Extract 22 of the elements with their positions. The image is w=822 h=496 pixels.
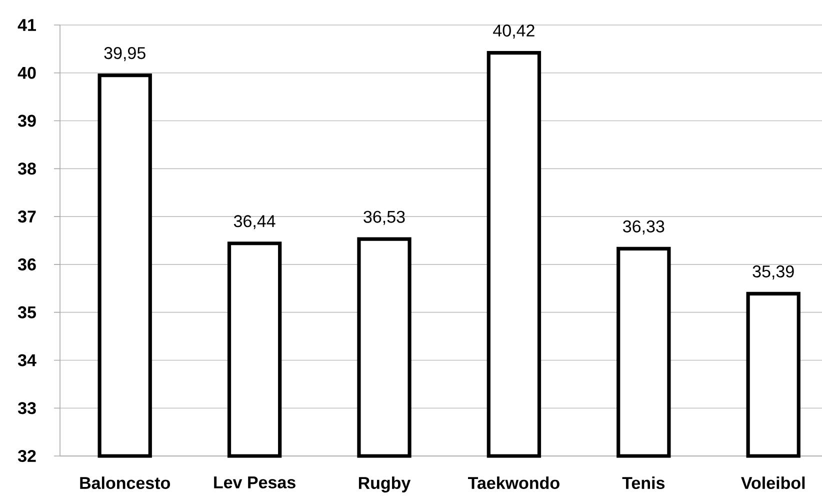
data-label: 39,95 [104,47,146,62]
x-tick-label: Rugby [358,476,411,492]
y-tick-label: 38 [18,162,36,175]
x-tick-label: Lev Pesas [214,476,296,488]
data-label: 36,33 [623,220,664,234]
x-tick-label: Voleibol [741,476,805,490]
data-label: 36,53 [364,210,405,225]
y-tick-label: 40 [18,66,36,79]
y-tick-label: 36 [18,258,36,270]
y-tick-label: 34 [18,354,36,366]
y-tick-label: 35 [18,306,36,318]
x-tick-label: Baloncesto [80,476,170,490]
data-label: 40,42 [493,24,534,39]
x-tick-label: Taekwondo [468,476,560,490]
y-tick-label: 37 [18,210,36,223]
x-tick-label: Tenis [622,476,665,490]
y-tick-label: 33 [18,402,36,414]
data-label: 35,39 [752,265,794,280]
y-tick-label: 39 [18,114,36,127]
data-label: 36,44 [234,215,276,230]
y-tick-label: 41 [18,19,36,31]
y-tick-label: 32 [18,450,36,462]
